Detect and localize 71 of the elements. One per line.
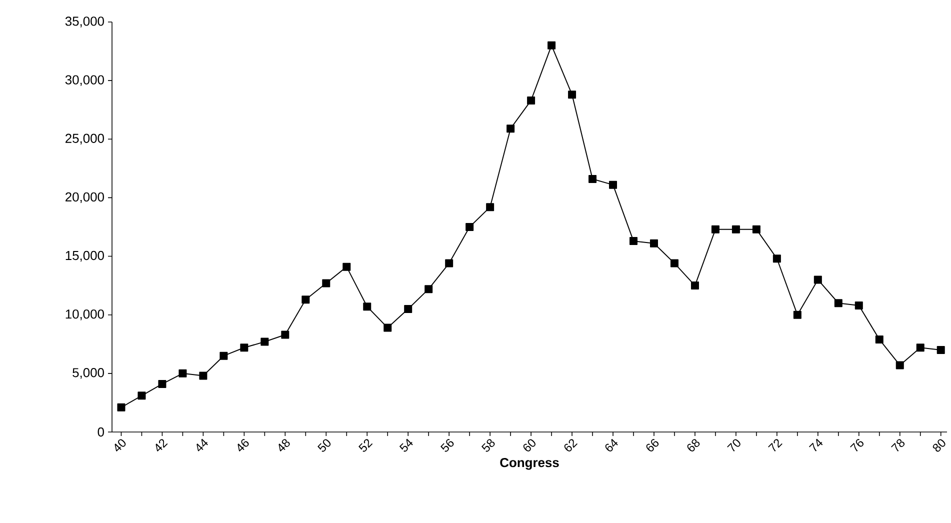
point — [404, 304, 412, 313]
x-tick-label: 72 — [768, 439, 782, 452]
point — [650, 239, 658, 248]
y-tick-label: 10,000 — [66, 309, 104, 320]
y-tick-label: 20,000 — [66, 192, 104, 204]
x-tick-label: 54 — [399, 438, 413, 452]
point — [302, 296, 310, 304]
x-tick-label: 70 — [727, 439, 740, 452]
x-tick-label: 58 — [481, 439, 495, 452]
point — [690, 282, 699, 290]
point — [752, 225, 760, 234]
point — [178, 369, 187, 378]
point — [896, 361, 904, 370]
point — [240, 344, 248, 352]
x-tick-label: 42 — [156, 439, 168, 452]
point — [199, 372, 208, 380]
x-tick-label: 64 — [605, 438, 618, 452]
y-tick-label: 35,000 — [65, 16, 104, 28]
point — [445, 259, 454, 268]
point — [322, 279, 330, 288]
x-tick-label: 68 — [687, 439, 700, 452]
y-tick-label: 25,000 — [66, 134, 104, 144]
point — [527, 96, 536, 104]
point — [630, 237, 638, 246]
point — [281, 330, 290, 339]
y-tick-label: 0 — [98, 427, 104, 437]
x-tick-label: 40 — [114, 439, 126, 452]
x-tick-label: 74 — [808, 438, 823, 452]
x-tick-label: 56 — [440, 439, 454, 452]
point — [384, 324, 392, 332]
point — [732, 225, 740, 234]
y-tick-label: 15,000 — [66, 250, 104, 262]
point — [260, 338, 269, 346]
point — [220, 352, 228, 360]
point — [772, 254, 781, 263]
x-tick-label: 46 — [238, 439, 249, 452]
x-tick-label: 80 — [932, 439, 946, 452]
point — [117, 403, 126, 412]
point — [875, 335, 884, 344]
point — [486, 203, 494, 212]
x-tick-label: 60 — [523, 439, 536, 452]
x-axis-title: Congress — [500, 458, 559, 470]
x-tick-label: 78 — [891, 439, 905, 452]
point — [548, 41, 556, 50]
point — [466, 222, 474, 231]
x-tick-label: 66 — [646, 439, 659, 452]
x-tick-label: 76 — [850, 439, 864, 452]
point — [916, 344, 924, 352]
x-tick-label: 62 — [564, 439, 578, 452]
point — [138, 392, 146, 400]
point — [506, 124, 515, 133]
point — [854, 301, 863, 310]
y-tick-label: 5,000 — [72, 368, 104, 379]
point — [588, 174, 597, 183]
point — [814, 276, 822, 284]
point — [609, 180, 618, 189]
point — [424, 285, 433, 294]
point — [670, 259, 678, 268]
point — [834, 299, 842, 308]
point — [342, 262, 351, 271]
y-tick-label: 30,000 — [65, 75, 104, 86]
point — [568, 90, 576, 99]
x-tick-label: 52 — [358, 439, 373, 452]
x-tick-label: 48 — [278, 439, 290, 452]
point — [936, 346, 945, 354]
x-tick-label: 50 — [318, 439, 331, 452]
point — [711, 225, 720, 234]
point — [158, 380, 166, 388]
point — [793, 310, 802, 319]
point — [363, 302, 372, 311]
x-tick-label: 44 — [196, 438, 208, 452]
